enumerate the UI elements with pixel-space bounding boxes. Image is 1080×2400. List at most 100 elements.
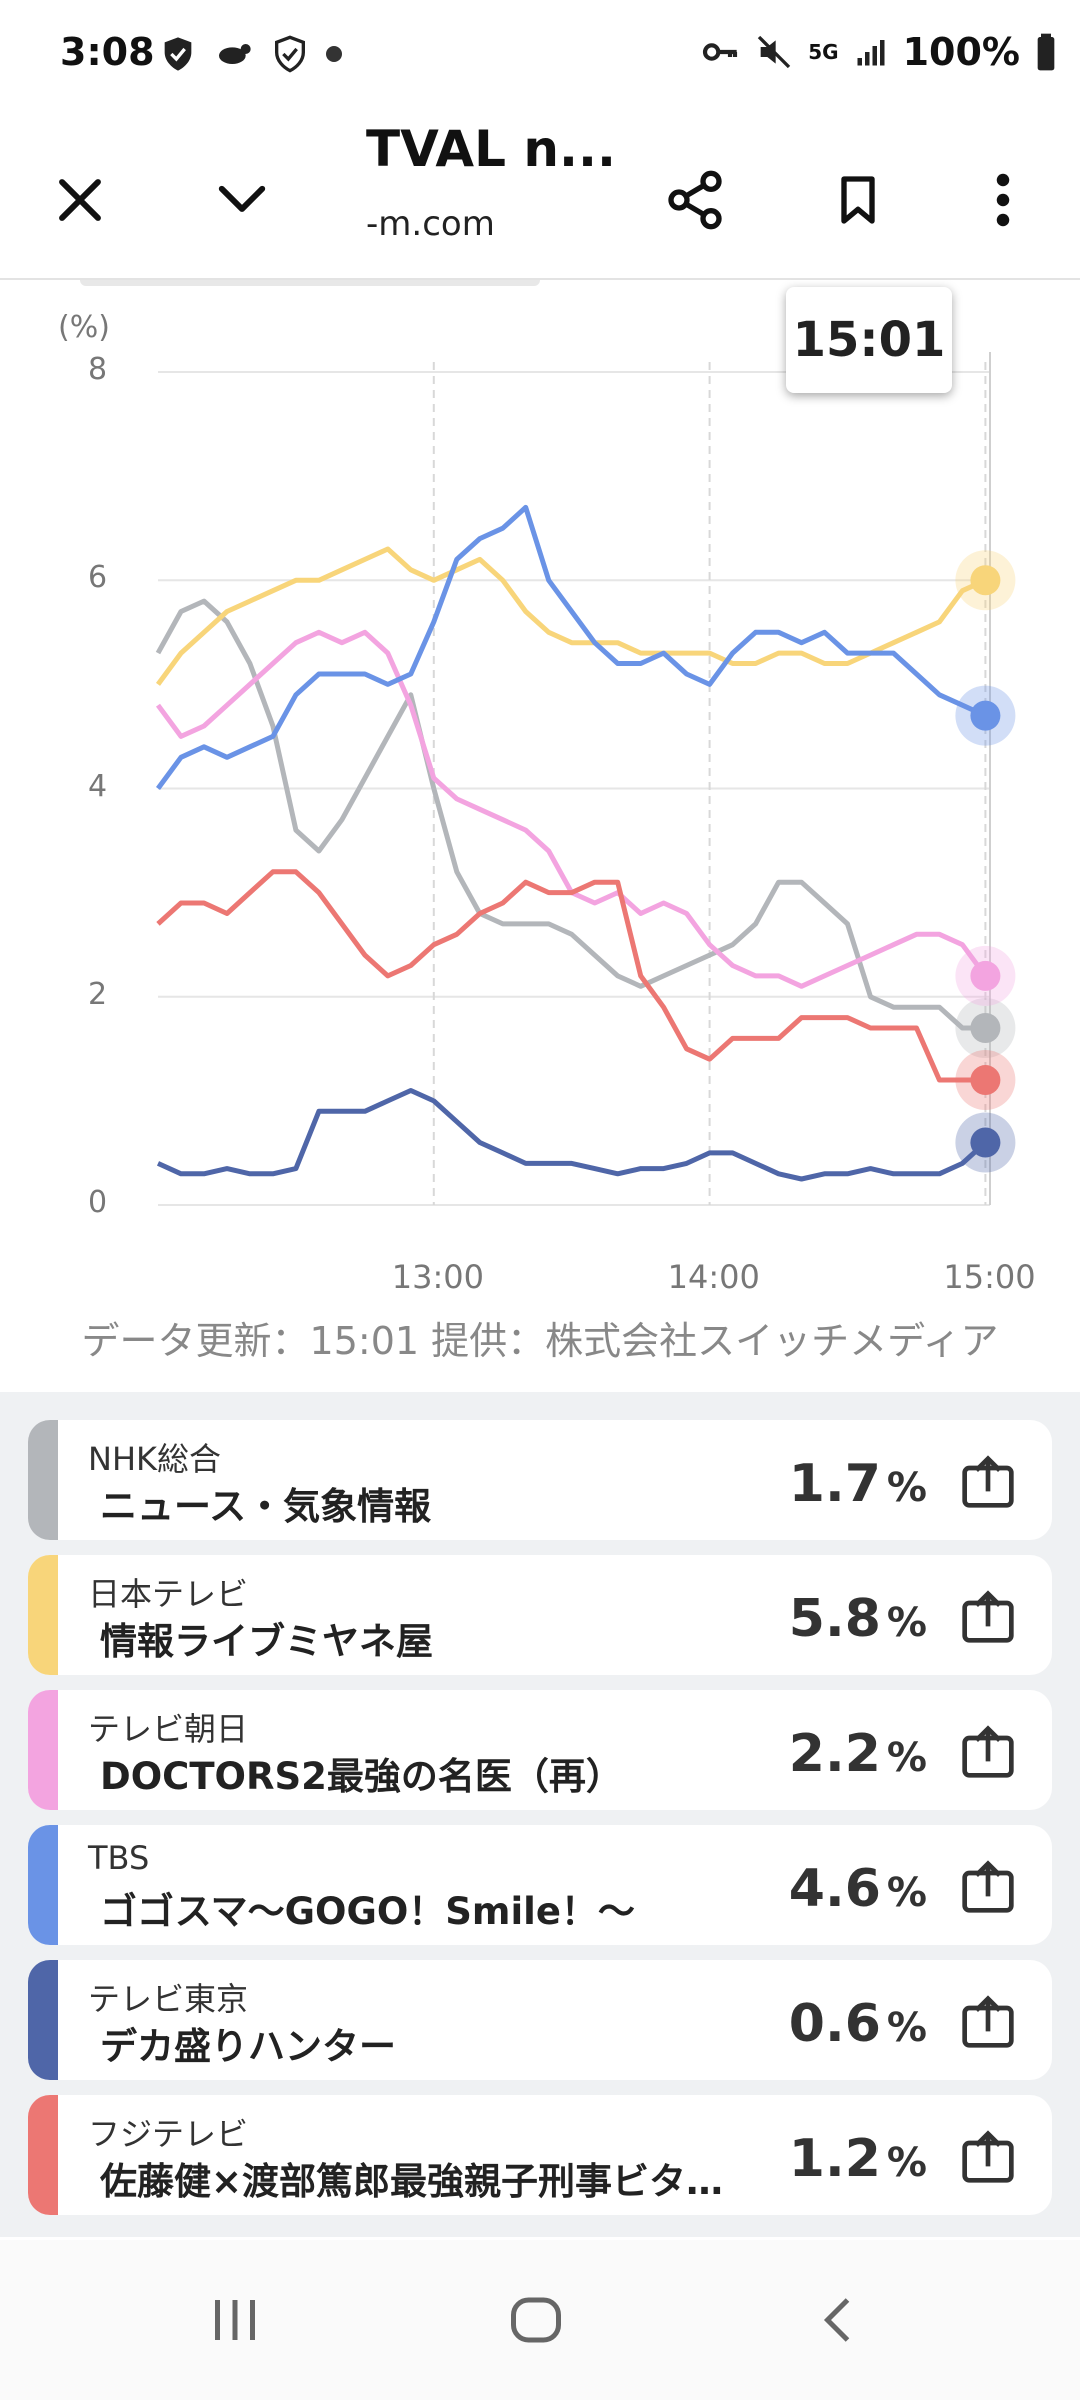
rating-chart-area <box>0 280 1080 1390</box>
rating-value: 2.2% <box>789 1724 927 1784</box>
series-end-point <box>970 1065 1001 1096</box>
channel-color-bar <box>28 1825 58 1945</box>
rating-number: 1.2 <box>788 2129 881 2189</box>
rating-number: 5.8 <box>788 1589 881 1649</box>
system-nav-bar <box>0 2240 1080 2400</box>
series-line <box>155 504 987 790</box>
channel-color-bar <box>28 2095 58 2215</box>
channel-name: 日本テレビ <box>88 1575 249 1613</box>
status-bar: 3:08 5G 100% <box>0 0 1080 120</box>
recents-button[interactable] <box>175 2280 295 2360</box>
mute-icon <box>758 35 791 69</box>
series-line <box>155 598 986 1031</box>
series-end-point <box>970 700 1001 731</box>
network-5g-icon: 5G <box>808 40 839 64</box>
close-button[interactable] <box>30 150 130 250</box>
series-end-point <box>970 1012 1001 1043</box>
rating-unit: % <box>886 1465 927 1511</box>
y-tick-label: 2 <box>88 976 108 1012</box>
x-tick-label: 15:00 <box>943 1258 1036 1296</box>
back-icon <box>823 2298 850 2342</box>
collapse-button[interactable] <box>192 150 292 250</box>
rating-value: 1.2% <box>789 2129 927 2189</box>
scroll-hint-bar <box>80 280 540 286</box>
channel-card[interactable]: TBS ゴゴスマ〜GOGO！Smile！〜 4.6% <box>28 1825 1052 1945</box>
data-source-note: データ更新：15:01 提供：株式会社スイッチメディア <box>81 1319 999 1363</box>
channel-name: テレビ東京 <box>88 1980 249 2018</box>
share-icon[interactable] <box>960 1994 1016 2050</box>
program-title: デカ盛りハンター <box>100 2025 396 2068</box>
more-vert-icon <box>996 173 1010 227</box>
battery-icon <box>1037 33 1055 71</box>
channel-color-bar <box>28 1690 58 1810</box>
bookmark-icon <box>841 176 875 224</box>
rating-unit: % <box>886 1600 927 1646</box>
rating-value: 1.7% <box>789 1454 927 1514</box>
channel-card[interactable]: テレビ朝日 DOCTORS2最強の名医（再） 2.2% <box>28 1690 1052 1810</box>
chevron-down-icon <box>218 185 266 212</box>
channel-color-bar <box>28 1555 58 1675</box>
y-tick-label: 4 <box>88 768 108 804</box>
status-time: 3:08 <box>60 30 155 74</box>
share-icon <box>668 170 722 230</box>
share-button[interactable] <box>645 150 745 250</box>
page-title: TVAL n... <box>366 120 616 178</box>
program-title: ゴゴスマ〜GOGO！Smile！〜 <box>100 1890 635 1933</box>
series-end-point <box>970 565 1001 596</box>
y-tick-label: 8 <box>88 352 108 387</box>
back-button[interactable] <box>780 2280 900 2360</box>
x-tick-label: 13:00 <box>391 1258 485 1296</box>
key-icon <box>703 43 738 61</box>
battery-percent: 100% <box>902 30 1020 74</box>
series-end-point <box>970 1127 1001 1158</box>
share-icon[interactable] <box>960 1859 1016 1915</box>
share-icon[interactable] <box>960 2129 1016 2185</box>
rating-value: 5.8% <box>789 1589 927 1649</box>
program-title: 情報ライブミヤネ屋 <box>100 1620 433 1663</box>
channel-card[interactable]: NHK総合ニュース・気象情報 1.7% <box>28 1420 1052 1540</box>
program-title: ニュース・気象情報 <box>100 1485 432 1528</box>
series-line <box>155 546 987 686</box>
share-icon[interactable] <box>960 1724 1016 1780</box>
rating-number: 2.2 <box>788 1724 881 1784</box>
animal-icon <box>219 44 251 64</box>
channel-card[interactable]: 日本テレビ情報ライブミヤネ屋 5.8% <box>28 1555 1052 1675</box>
close-icon <box>59 179 101 221</box>
x-tick-label: 14:00 <box>667 1258 760 1296</box>
series-end-point <box>970 960 1001 991</box>
more-menu-button[interactable] <box>953 150 1053 250</box>
page-url: -m.com <box>366 204 495 244</box>
channel-color-bar <box>28 1420 58 1540</box>
y-tick-label: 6 <box>88 560 108 596</box>
status-left-icons <box>158 34 344 74</box>
home-button[interactable] <box>476 2280 596 2360</box>
channel-color-bar <box>28 1960 58 2080</box>
channel-list: NHK総合 ニュース・気象情報 1.7% 日本テレビ 情報ライブミヤネ屋 5.8% テレビ朝… <box>0 1392 1080 2237</box>
program-title: DOCTORS2最強の名医（再） <box>100 1755 623 1798</box>
time-tooltip: 15:01 <box>786 287 952 393</box>
rating-value: 0.6% <box>789 1994 927 2054</box>
channel-name: TBS <box>88 1839 150 1877</box>
shield-outline-icon <box>275 35 305 73</box>
share-icon[interactable] <box>960 1589 1016 1645</box>
rating-unit: % <box>886 1735 927 1781</box>
channel-card[interactable]: テレビ東京デカ盛りハンター 0.6% <box>28 1960 1052 2080</box>
rating-number: 1.7 <box>788 1454 881 1514</box>
rating-unit: % <box>886 1870 927 1916</box>
dot-icon <box>326 46 342 62</box>
rating-unit: % <box>886 2005 927 2051</box>
series-line <box>156 869 986 1083</box>
status-right: 5G 100% <box>700 30 1058 74</box>
rating-number: 0.6 <box>788 1994 881 2054</box>
rating-number: 4.6 <box>788 1859 881 1919</box>
signal-icon <box>857 40 885 66</box>
home-icon <box>511 2297 561 2343</box>
channel-card[interactable]: フジテレビ 佐藤健×渡部篤郎最強親子刑事ビタ… 1.2% <box>28 2095 1052 2215</box>
y-axis-unit: (%) <box>58 310 110 345</box>
rating-unit: % <box>886 2140 927 2186</box>
bookmark-button[interactable] <box>808 150 908 250</box>
share-icon[interactable] <box>960 1454 1016 1510</box>
rating-line-chart[interactable] <box>0 280 1080 1310</box>
channel-name: NHK総合 <box>88 1440 221 1478</box>
series-line <box>156 1088 988 1182</box>
